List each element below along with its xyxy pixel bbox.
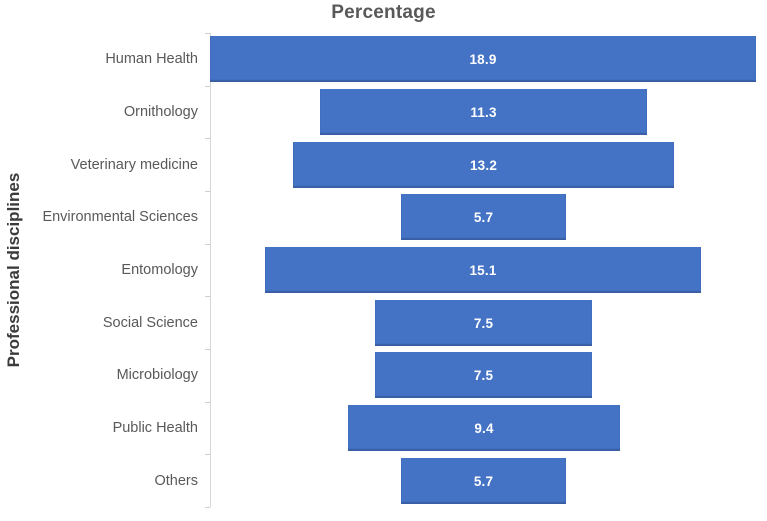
bar-value-label: 7.5 xyxy=(473,315,494,331)
category-label: Entomology xyxy=(121,262,198,278)
category-label: Ornithology xyxy=(123,104,198,120)
bar-social-science: 7.5 xyxy=(375,300,592,346)
plot-area: 18.9 11.3 13.2 5.7 15.1 7.5 7.5 9.4 5.7 xyxy=(205,33,760,508)
category-label: Public Health xyxy=(112,420,198,436)
axis-tick xyxy=(205,454,210,455)
category-label: Others xyxy=(154,473,198,489)
bar-value-label: 15.1 xyxy=(469,262,497,278)
axis-tick xyxy=(205,507,210,508)
axis-tick xyxy=(205,86,210,87)
bar-value-label: 18.9 xyxy=(469,51,497,67)
bar-value-label: 9.4 xyxy=(474,420,494,436)
bar-value-label: 7.5 xyxy=(473,367,494,383)
axis-tick xyxy=(205,191,210,192)
category-label: Microbiology xyxy=(116,367,198,383)
axis-tick xyxy=(205,296,210,297)
axis-tick xyxy=(205,33,210,34)
category-label: Environmental Sciences xyxy=(42,209,198,225)
bar-value-label: 11.3 xyxy=(470,104,497,120)
axis-tick xyxy=(205,402,210,403)
vertical-axis-line xyxy=(210,33,211,507)
axis-tick xyxy=(205,138,210,139)
bar-value-label: 5.7 xyxy=(473,473,494,489)
bar-ornithology: 11.3 xyxy=(320,89,647,135)
category-label: Veterinary medicine xyxy=(70,157,198,173)
bar-public-health: 9.4 xyxy=(348,405,620,451)
bar-veterinary-medicine: 13.2 xyxy=(293,142,674,188)
category-label: Human Health xyxy=(105,51,198,67)
chart-title: Percentage xyxy=(331,2,436,23)
bar-others: 5.7 xyxy=(401,458,566,504)
category-label: Social Science xyxy=(102,315,198,331)
bar-value-label: 13.2 xyxy=(469,157,498,173)
axis-tick xyxy=(205,244,210,245)
bar-value-label: 5.7 xyxy=(473,209,494,225)
bar-microbiology: 7.5 xyxy=(375,352,592,398)
axis-tick xyxy=(205,349,210,350)
bar-entomology: 15.1 xyxy=(265,247,701,293)
bar-human-health: 18.9 xyxy=(210,36,756,82)
bar-environmental-sciences: 5.7 xyxy=(401,194,566,240)
